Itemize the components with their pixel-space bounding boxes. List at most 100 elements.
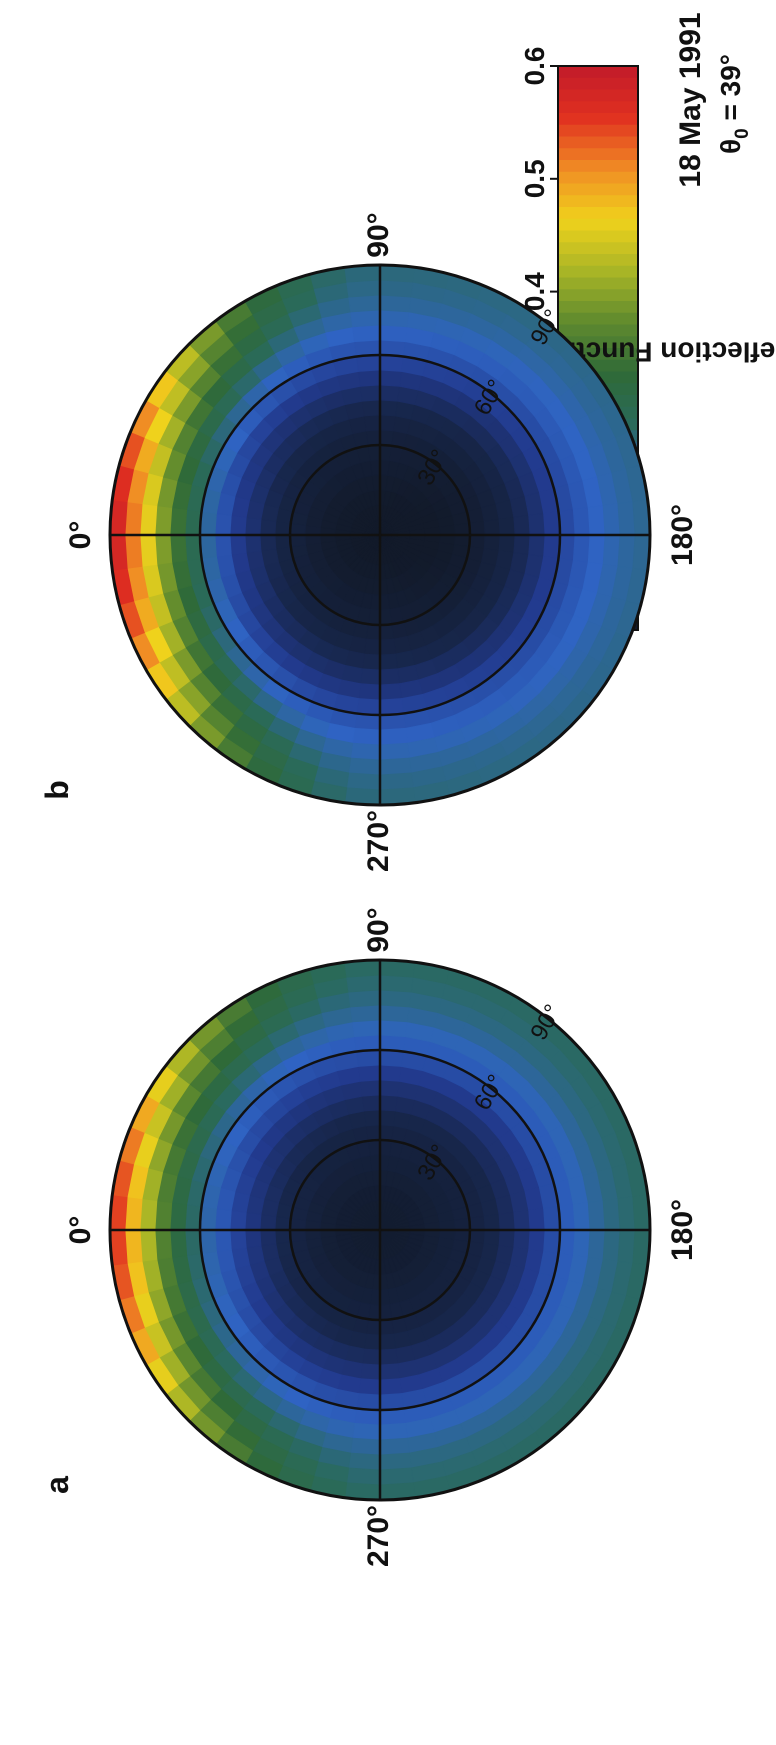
reflectance-cell bbox=[274, 534, 292, 550]
reflectance-cell bbox=[154, 1200, 173, 1231]
colorbar-band bbox=[558, 183, 638, 196]
reflectance-cell bbox=[110, 1229, 128, 1266]
reflectance-cell bbox=[379, 1079, 401, 1097]
reflectance-cell bbox=[572, 507, 591, 536]
reflectance-cell bbox=[572, 1202, 591, 1231]
azimuth-label-270: 270° bbox=[362, 810, 395, 872]
reflectance-cell bbox=[199, 511, 217, 536]
reflectance-cell bbox=[483, 1229, 501, 1247]
reflectance-cell bbox=[259, 1213, 277, 1231]
reflectance-cell bbox=[379, 399, 399, 417]
reflectance-cell bbox=[229, 534, 247, 556]
reflectance-cell bbox=[352, 1019, 381, 1038]
reflectance-cell bbox=[379, 772, 414, 791]
colorbar-band bbox=[558, 89, 638, 102]
reflectance-cell bbox=[199, 534, 217, 559]
reflectance-cell bbox=[587, 534, 606, 565]
reflectance-cell bbox=[361, 1094, 381, 1112]
reflectance-cell bbox=[617, 1229, 636, 1264]
reflectance-cell bbox=[350, 1004, 381, 1023]
reflectance-cell bbox=[379, 683, 402, 701]
colorbar-tick-label: 0.6 bbox=[519, 47, 550, 86]
reflectance-cell bbox=[274, 1229, 292, 1245]
reflectance-cell bbox=[348, 1452, 381, 1471]
colorbar-band bbox=[558, 289, 638, 302]
header-theta-value: = 39° bbox=[715, 54, 746, 128]
reflectance-cell bbox=[346, 974, 381, 993]
colorbar-band bbox=[558, 101, 638, 114]
reflectance-cell bbox=[513, 1209, 531, 1231]
reflectance-cell bbox=[617, 501, 636, 536]
reflectance-cell bbox=[379, 623, 395, 641]
reflectance-cell bbox=[379, 1109, 397, 1127]
reflectance-cell bbox=[453, 1217, 471, 1231]
reflectance-cell bbox=[543, 1206, 561, 1231]
azimuth-label-90: 90° bbox=[362, 907, 395, 952]
colorbar-band bbox=[558, 136, 638, 149]
reflectance-cell bbox=[369, 459, 381, 476]
reflectance-cell bbox=[361, 1348, 381, 1366]
reflectance-cell bbox=[379, 1094, 399, 1112]
reflectance-cell bbox=[379, 1348, 399, 1366]
reflectance-cell bbox=[169, 534, 188, 563]
reflectance-cell bbox=[199, 1229, 217, 1254]
reflectance-cell bbox=[363, 1333, 381, 1351]
reflectance-cell bbox=[379, 608, 393, 626]
reflectance-cell bbox=[379, 698, 404, 716]
reflectance-cell bbox=[379, 742, 410, 761]
reflectance-cell bbox=[528, 1229, 546, 1252]
reflectance-cell bbox=[154, 534, 173, 565]
reflectance-cell bbox=[379, 1422, 408, 1441]
reflectance-cell bbox=[602, 1229, 621, 1262]
reflectance-cell bbox=[498, 1211, 516, 1231]
reflectance-cell bbox=[214, 1229, 232, 1252]
reflectance-cell bbox=[358, 1378, 381, 1396]
reflectance-cell bbox=[346, 279, 381, 298]
reflectance-cell bbox=[379, 1467, 414, 1486]
reflectance-cell bbox=[214, 513, 232, 536]
reflectance-cell bbox=[483, 534, 501, 552]
reflectance-cell bbox=[350, 1437, 381, 1456]
reflectance-cell bbox=[379, 668, 401, 686]
reflectance-cell bbox=[359, 1363, 381, 1381]
header-theta-symbol: θ bbox=[715, 139, 746, 154]
reflectance-cell bbox=[358, 1064, 381, 1082]
reflectance-cell bbox=[379, 1333, 397, 1351]
reflectance-cell bbox=[169, 507, 188, 536]
reflectance-cell bbox=[587, 505, 606, 536]
reflectance-cell bbox=[379, 974, 414, 993]
colorbar-band bbox=[558, 195, 638, 208]
reflectance-cell bbox=[356, 354, 381, 372]
reflectance-cell bbox=[379, 727, 408, 746]
reflectance-cell bbox=[244, 516, 262, 536]
reflectance-field bbox=[110, 960, 650, 1500]
reflectance-cell bbox=[348, 757, 381, 776]
reflectance-cell bbox=[344, 265, 381, 283]
reflectance-cell bbox=[244, 534, 262, 554]
reflectance-cell bbox=[379, 414, 397, 432]
reflectance-cell bbox=[379, 1318, 395, 1336]
reflectance-cell bbox=[379, 1437, 410, 1456]
colorbar-tick-label: 0.4 bbox=[519, 272, 550, 311]
reflectance-cell bbox=[359, 668, 381, 686]
reflectance-cell bbox=[289, 1229, 307, 1243]
reflectance-cell bbox=[632, 499, 650, 536]
reflectance-cell bbox=[379, 294, 412, 313]
reflectance-cell bbox=[602, 534, 621, 567]
reflectance-cell bbox=[348, 294, 381, 313]
reflectance-cell bbox=[359, 1079, 381, 1097]
reflectance-cell bbox=[169, 1202, 188, 1231]
colorbar-band bbox=[558, 160, 638, 173]
reflectance-cell bbox=[359, 384, 381, 402]
azimuth-label-180: 180° bbox=[666, 504, 699, 566]
reflectance-cell bbox=[259, 518, 277, 536]
azimuth-label-0: 0° bbox=[64, 1216, 97, 1245]
reflectance-cell bbox=[379, 1049, 404, 1067]
reflectance-cell bbox=[124, 534, 143, 569]
reflectance-cell bbox=[379, 787, 416, 805]
colorbar-band bbox=[558, 254, 638, 267]
reflectance-cell bbox=[169, 1229, 188, 1258]
colorbar-band bbox=[558, 312, 638, 326]
reflectance-cell bbox=[587, 1200, 606, 1231]
